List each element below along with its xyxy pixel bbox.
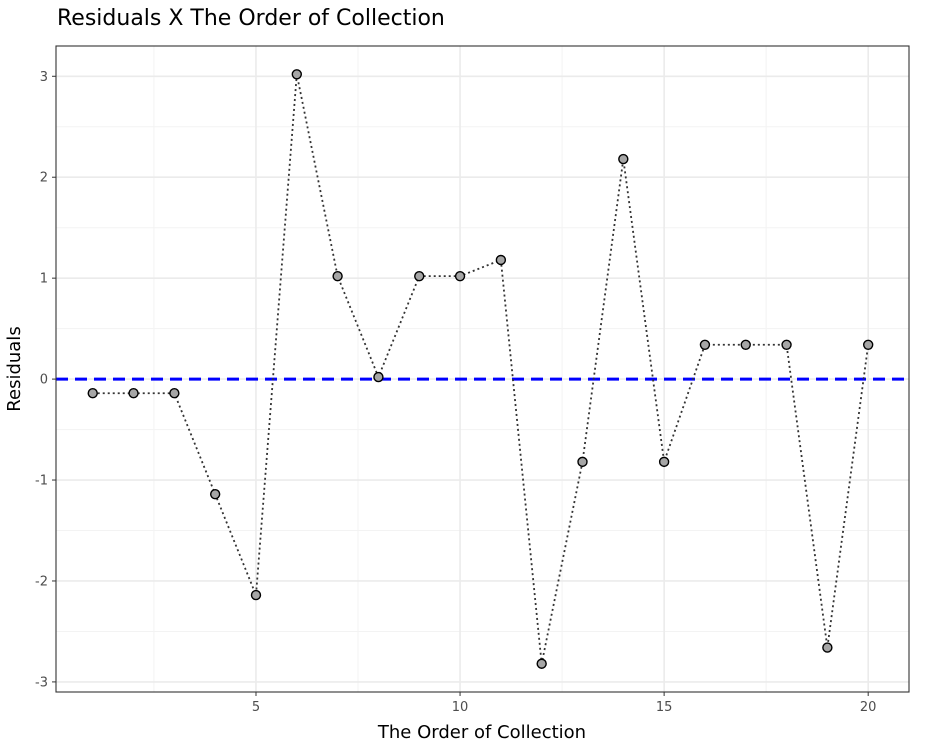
data-point: [495, 254, 507, 266]
y-tick-label: 1: [40, 272, 48, 287]
data-point: [536, 658, 547, 669]
y-tick-label: 0: [40, 373, 48, 388]
data-point: [862, 339, 874, 350]
x-tick-label: 20: [860, 700, 877, 715]
data-point: [618, 153, 629, 165]
data-point: [87, 388, 98, 399]
residuals-line: [92, 74, 870, 664]
data-point: [454, 270, 466, 282]
x-axis-title: The Order of Collection: [377, 722, 586, 743]
data-point: [332, 270, 343, 282]
minor-grid: [56, 46, 909, 692]
y-tick-label: 3: [40, 70, 48, 85]
plot-panel-background: [56, 46, 909, 692]
y-tick-label: -3: [35, 675, 48, 690]
y-tick-label: 2: [40, 171, 48, 186]
data-point: [291, 69, 302, 80]
residual-points: [87, 69, 874, 669]
x-tick-label: 5: [252, 700, 260, 715]
data-point: [740, 339, 751, 350]
y-axis-title: Residuals: [4, 326, 25, 411]
data-point: [128, 388, 139, 399]
x-tick-label: 15: [656, 700, 673, 715]
x-axis-ticks: 5 10 15 20: [252, 692, 877, 715]
data-point: [250, 589, 262, 601]
y-axis-ticks: -3 -2 -1 0 1 2 3: [35, 70, 56, 690]
data-point: [781, 339, 792, 350]
data-point: [414, 270, 425, 282]
data-point: [169, 388, 180, 399]
data-point: [658, 456, 670, 468]
data-point: [699, 339, 711, 350]
data-point: [373, 371, 384, 383]
y-tick-label: -1: [35, 474, 48, 489]
plot-panel-border: [55, 45, 910, 693]
y-tick-label: -2: [35, 574, 48, 589]
data-point: [822, 642, 833, 653]
data-point: [577, 456, 588, 468]
data-point: [209, 488, 221, 500]
chart-title: Residuals X The Order of Collection: [57, 6, 445, 31]
x-tick-label: 10: [452, 700, 469, 715]
